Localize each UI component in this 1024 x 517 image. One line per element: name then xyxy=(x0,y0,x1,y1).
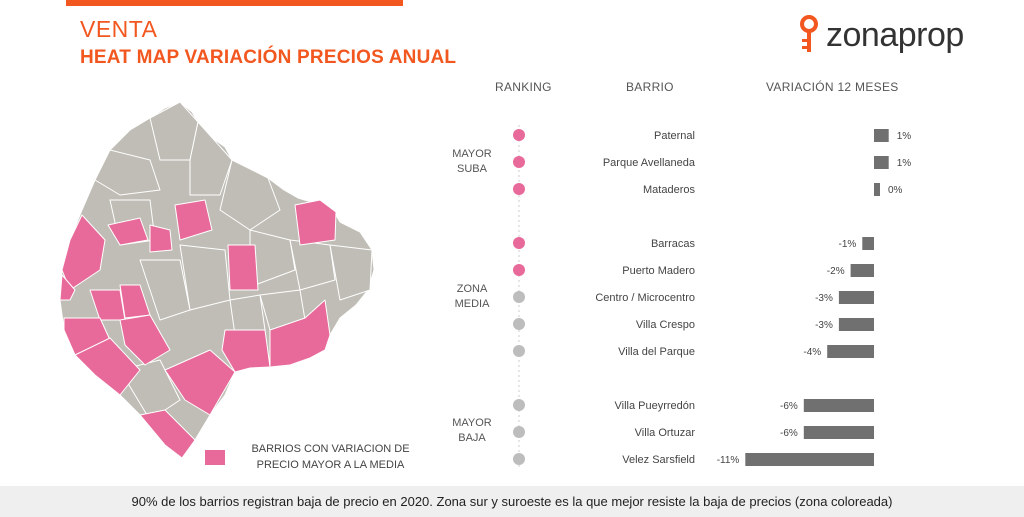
map-barrio-above-mean xyxy=(164,349,236,416)
group-label-line: MAYOR xyxy=(452,417,492,429)
barrio-label: Paternal xyxy=(654,130,695,142)
map-barrio-above-mean xyxy=(174,199,213,241)
column-header-ranking: RANKING xyxy=(495,80,552,94)
group-label-mayor-suba: MAYOR SUBA xyxy=(442,147,502,177)
map-barrio-above-mean xyxy=(74,337,141,396)
value-bar xyxy=(874,183,880,196)
group-label-line: BAJA xyxy=(458,432,486,444)
value-bar xyxy=(745,453,874,466)
column-header-variacion: VARIACIÓN 12 MESES xyxy=(766,80,899,94)
group-label-mayor-baja: MAYOR BAJA xyxy=(442,416,502,446)
top-accent-bar xyxy=(66,0,403,6)
barrio-label: Centro / Microcentro xyxy=(595,292,695,304)
ranking-dot xyxy=(513,264,525,276)
ranking-dot xyxy=(513,291,525,303)
key-icon xyxy=(800,15,818,52)
map-barrio xyxy=(219,159,281,231)
legend-text: BARRIOS CON VARIACION DE PRECIO MAYOR A … xyxy=(233,441,428,473)
map-barrio-above-mean xyxy=(139,409,196,459)
value-bar xyxy=(874,129,889,142)
column-header-barrio: BARRIO xyxy=(626,80,674,94)
legend-line: BARRIOS CON VARIACION DE xyxy=(251,443,410,455)
ranking-dot xyxy=(513,318,525,330)
value-bar xyxy=(827,345,874,358)
map-barrio xyxy=(94,149,161,196)
barrio-label: Villa del Parque xyxy=(618,346,695,358)
page-title: VENTA xyxy=(80,16,158,42)
value-bar xyxy=(803,399,874,412)
map-barrio-above-mean xyxy=(107,217,149,246)
map-barrio-above-mean xyxy=(269,299,331,368)
map-barrio xyxy=(139,259,191,321)
legend-line: PRECIO MAYOR A LA MEDIA xyxy=(256,459,405,471)
map-barrio-above-mean xyxy=(149,224,173,253)
value-label: -1% xyxy=(839,239,857,250)
ranking-dot xyxy=(513,426,525,438)
value-bar xyxy=(838,318,874,331)
value-label: -6% xyxy=(780,428,798,439)
barrio-label: Parque Avellaneda xyxy=(603,157,696,169)
value-label: -11% xyxy=(717,455,740,466)
value-bar xyxy=(838,291,874,304)
barrio-label: Velez Sarsfield xyxy=(622,454,695,466)
ranking-dot xyxy=(513,156,525,168)
value-label: -2% xyxy=(827,266,845,277)
map-barrio-above-mean xyxy=(294,199,337,246)
value-bar xyxy=(874,156,889,169)
barrio-label: Villa Ortuzar xyxy=(635,427,696,439)
value-bar xyxy=(862,237,874,250)
barrio-label: Villa Pueyrredón xyxy=(614,400,695,412)
map-barrio xyxy=(329,244,373,301)
group-label-line: MEDIA xyxy=(454,298,490,310)
value-bar xyxy=(850,264,874,277)
group-label-line: MAYOR xyxy=(452,148,492,160)
ranking-dot xyxy=(513,183,525,195)
barrio-label: Barracas xyxy=(651,238,696,250)
group-label-line: SUBA xyxy=(457,163,487,175)
map-barrio-above-mean xyxy=(59,274,76,301)
ranking-dot xyxy=(513,399,525,411)
ranking-dot xyxy=(513,453,525,465)
value-label: -4% xyxy=(803,347,821,358)
legend-swatch xyxy=(205,450,225,465)
ranking-dot xyxy=(513,237,525,249)
map-barrio-above-mean xyxy=(221,329,271,373)
map-barrio xyxy=(289,239,336,291)
ranking-dot xyxy=(513,345,525,357)
barrio-label: Villa Crespo xyxy=(636,319,695,331)
ranking-dot xyxy=(513,129,525,141)
footer-text: 90% de los barrios registran baja de pre… xyxy=(131,494,893,509)
barrio-label: Puerto Madero xyxy=(622,265,695,277)
value-label: -6% xyxy=(780,401,798,412)
value-label: -3% xyxy=(815,320,833,331)
value-label: 0% xyxy=(888,185,903,196)
value-bar xyxy=(803,426,874,439)
page-subtitle: HEAT MAP VARIACIÓN PRECIOS ANUAL xyxy=(80,47,457,68)
group-label-line: ZONA xyxy=(456,283,488,295)
value-label: 1% xyxy=(897,131,912,142)
map-barrio-above-mean xyxy=(227,244,259,291)
map-barrio-above-mean xyxy=(119,314,171,366)
footer-bar: 90% de los barrios registran baja de pre… xyxy=(0,486,1024,517)
value-label: 1% xyxy=(897,158,912,169)
logo-text: zonaprop xyxy=(826,15,964,54)
barrio-label: Mataderos xyxy=(643,184,695,196)
group-label-zona-media: ZONA MEDIA xyxy=(442,282,502,312)
map-barrio xyxy=(189,121,233,196)
zonaprop-logo: zonaprop xyxy=(796,12,964,58)
value-label: -3% xyxy=(815,293,833,304)
